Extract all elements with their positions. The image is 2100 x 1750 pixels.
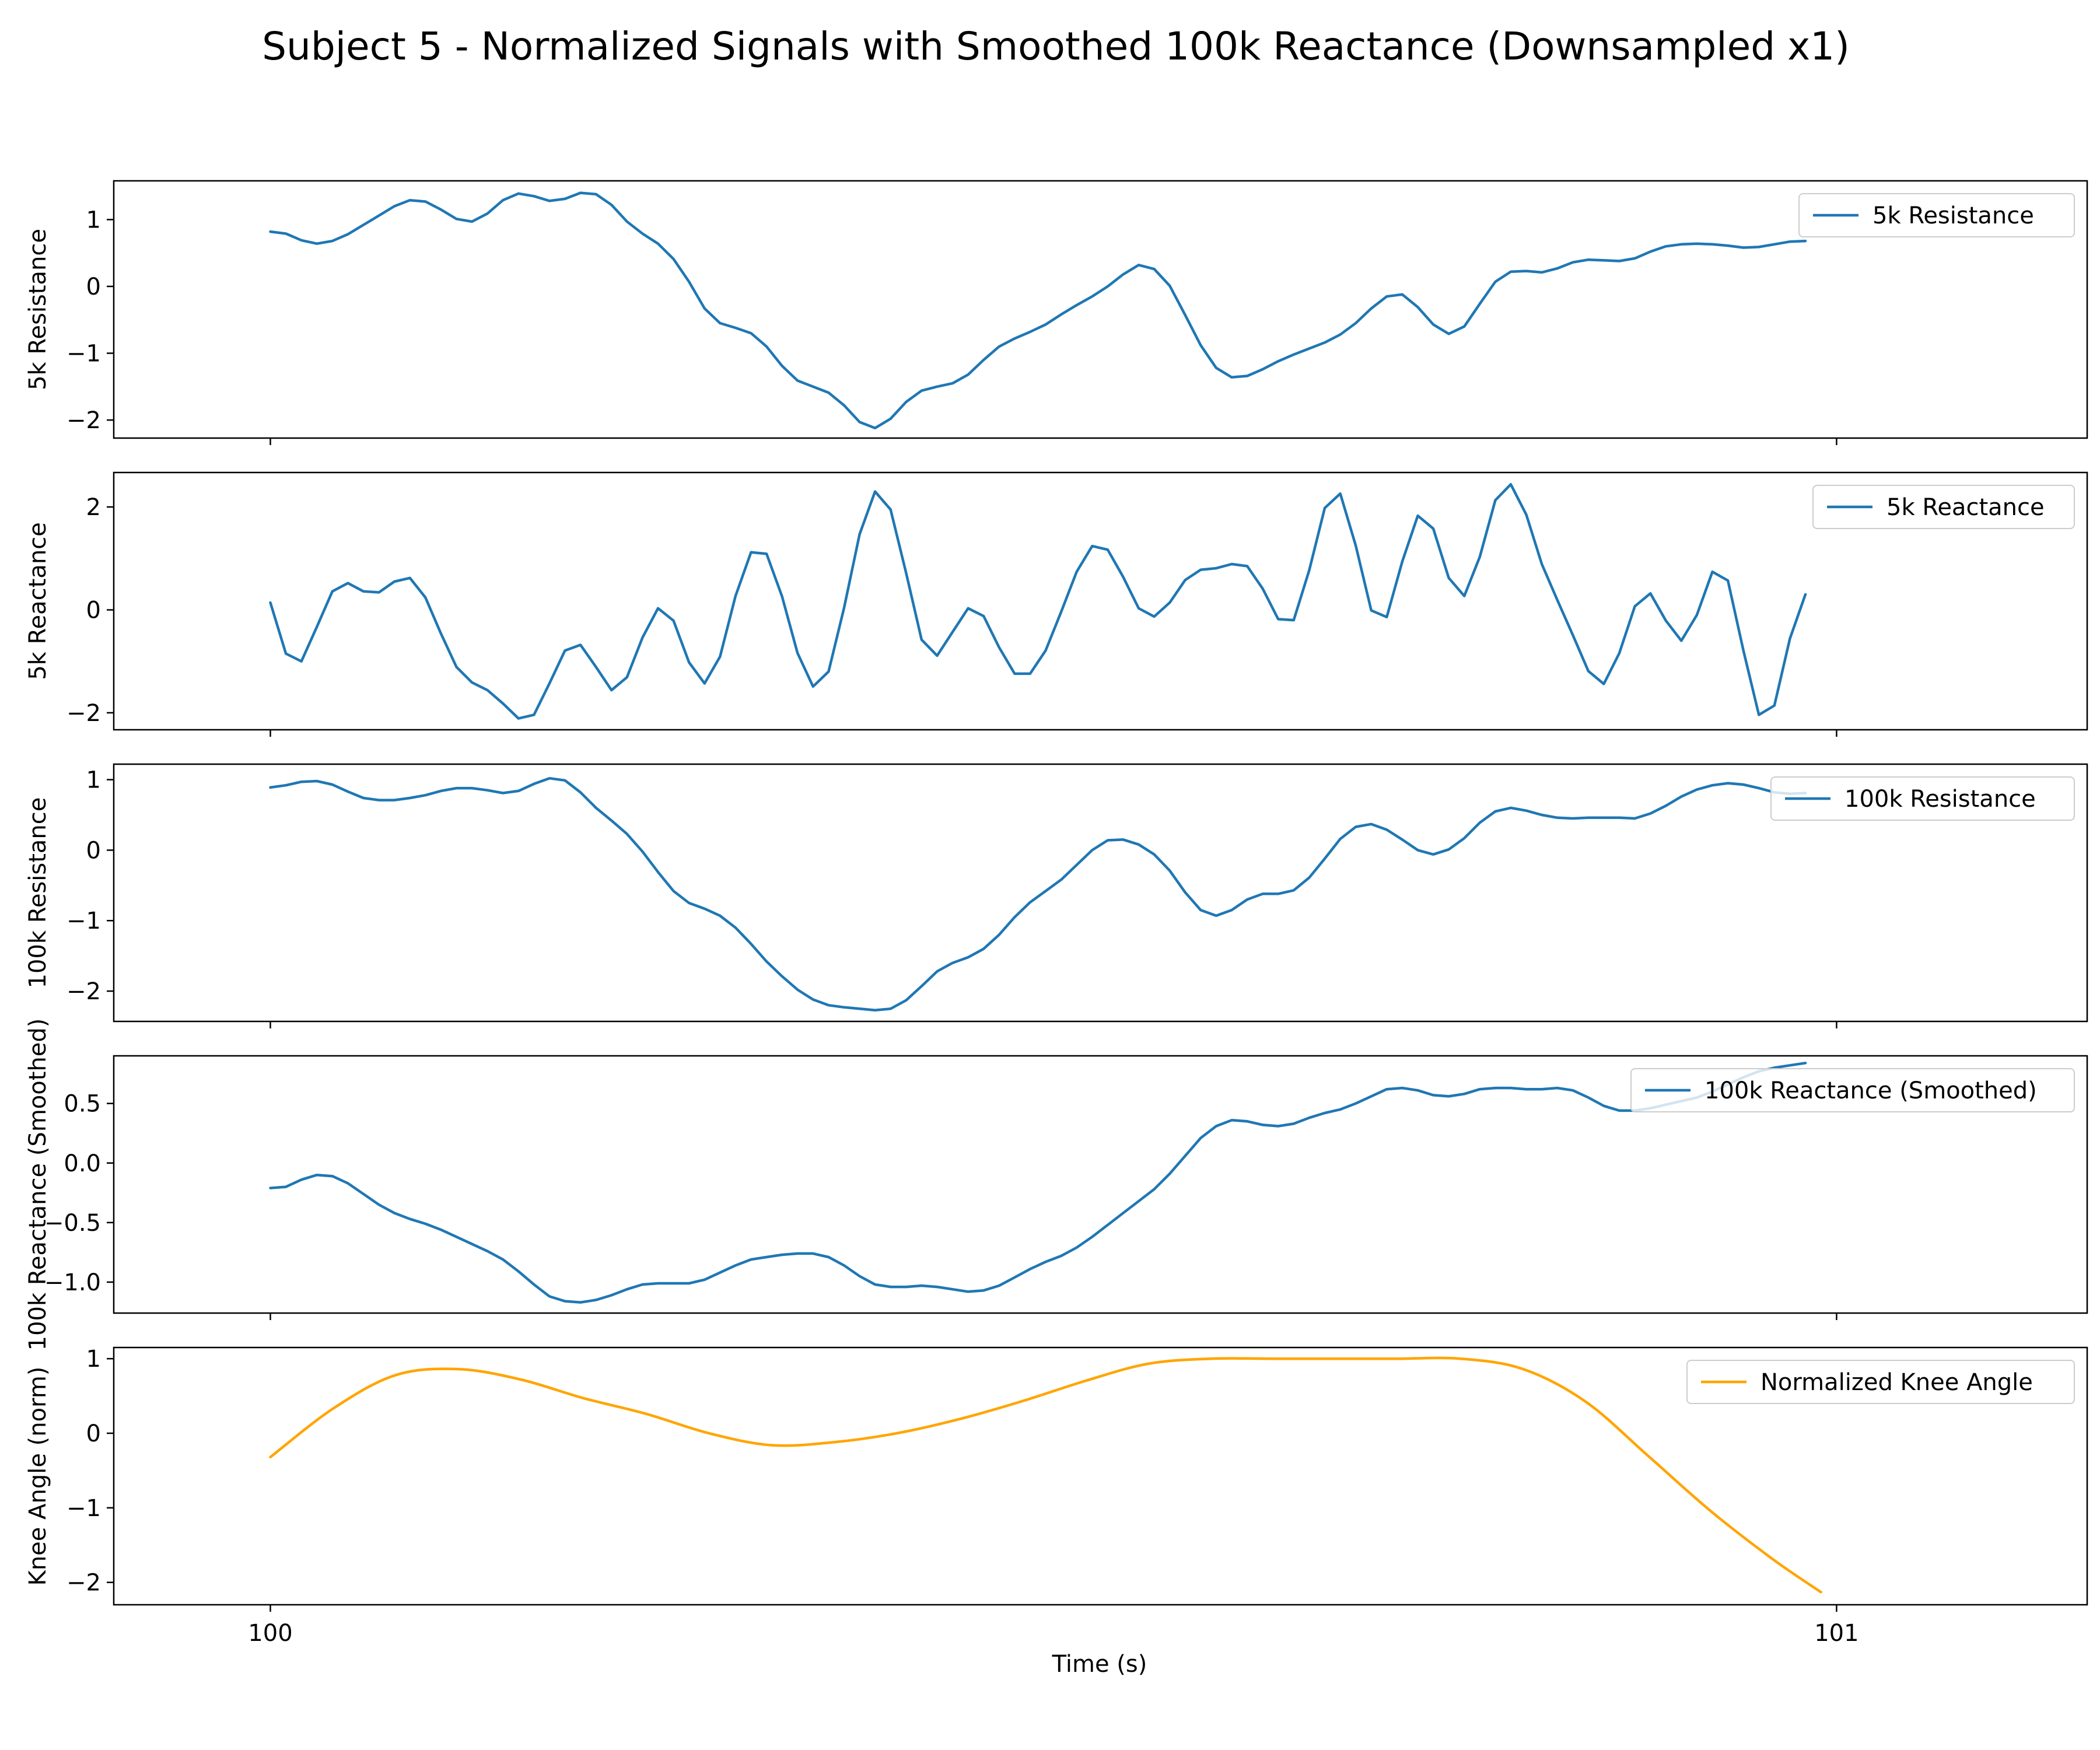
legend: 100k Resistance (1770, 776, 2075, 821)
y-axis-label: 5k Resistance (24, 229, 51, 390)
series-line-1-1 (269, 191, 1807, 430)
legend-frame (1686, 1360, 2075, 1404)
subplot-3: −2 −1 0 1 100k Resistance 100k Resistance (24, 763, 2088, 1028)
x-axis-label: Time (s) (1052, 1651, 1147, 1678)
y-axis-label: 100k Reactance (Smoothed) (24, 1019, 51, 1351)
legend-label: 5k Resistance (1873, 202, 2034, 229)
subplots-container: −2 −1 0 1 5k Resistance 5k Resistance −2 0 2 5k R… (24, 180, 2088, 1647)
y-axis-label: 5k Reactance (24, 522, 51, 680)
y-tick-label: −1.0 (44, 1269, 101, 1296)
axes-frame (113, 1346, 2088, 1606)
y-tick-label: 0.0 (64, 1150, 101, 1177)
axes-frame (113, 763, 2088, 1023)
y-tick-label: −1 (66, 908, 101, 935)
axes-frame (113, 180, 2088, 439)
legend: 5k Resistance (1798, 193, 2075, 237)
series-line-4-1 (269, 1062, 1807, 1304)
subplot-5: −2 −1 0 1 100 101 Knee Angle (norm) Normalized … (24, 1346, 2088, 1647)
legend-label: 5k Reactance (1887, 494, 2045, 521)
legend-frame (1630, 1068, 2075, 1112)
y-tick-label: −2 (66, 407, 101, 434)
legend-frame (1770, 776, 2075, 821)
y-axis-label: Knee Angle (norm) (24, 1367, 51, 1586)
legend-frame (1798, 193, 2075, 237)
y-tick-label: −1 (66, 341, 101, 368)
y-axis-label: 100k Resistance (24, 797, 51, 989)
series-line-2-1 (269, 483, 1807, 720)
y-tick-label: 2 (86, 494, 101, 521)
y-tick-label: −2 (66, 1570, 101, 1597)
y-tick-label: 0 (86, 597, 101, 624)
y-tick-label: 1 (86, 206, 101, 233)
y-tick-label: −2 (66, 978, 101, 1005)
y-tick-label: −0.5 (44, 1210, 101, 1237)
subplot-1: −2 −1 0 1 5k Resistance 5k Resistance (24, 180, 2088, 445)
axes-frame (113, 1055, 2088, 1314)
y-tick-label: 1 (86, 767, 101, 794)
x-tick-label: 101 (1814, 1620, 1859, 1647)
legend-frame (1812, 485, 2075, 529)
y-tick-label: 0 (86, 837, 101, 864)
legend-label: 100k Resistance (1845, 786, 2036, 813)
y-tick-label: 0 (86, 274, 101, 300)
legend: 100k Reactance (Smoothed) (1630, 1068, 2075, 1112)
y-tick-label: −1 (66, 1495, 101, 1522)
series-line-3-1 (269, 776, 1807, 1012)
legend: Normalized Knee Angle (1686, 1360, 2075, 1404)
legend-label: Normalized Knee Angle (1760, 1369, 2033, 1396)
y-tick-label: 0 (86, 1420, 101, 1447)
legend-label: 100k Reactance (Smoothed) (1704, 1077, 2037, 1104)
figure-title: Subject 5 - Normalized Signals with Smoo… (262, 24, 1850, 69)
subplot-2: −2 0 2 5k Reactance 5k Reactance (24, 471, 2088, 737)
series-line-5-1 (269, 1356, 1822, 1594)
y-tick-label: 0.5 (64, 1091, 101, 1118)
y-tick-label: −2 (66, 700, 101, 727)
legend: 5k Reactance (1812, 485, 2075, 529)
subplot-4: −1.0 −0.5 0.0 0.5 100k Reactance (Smoothed) 1… (24, 1019, 2088, 1351)
y-tick-label: 1 (86, 1346, 101, 1373)
axes-frame (113, 471, 2088, 731)
x-tick-label: 100 (248, 1620, 292, 1647)
